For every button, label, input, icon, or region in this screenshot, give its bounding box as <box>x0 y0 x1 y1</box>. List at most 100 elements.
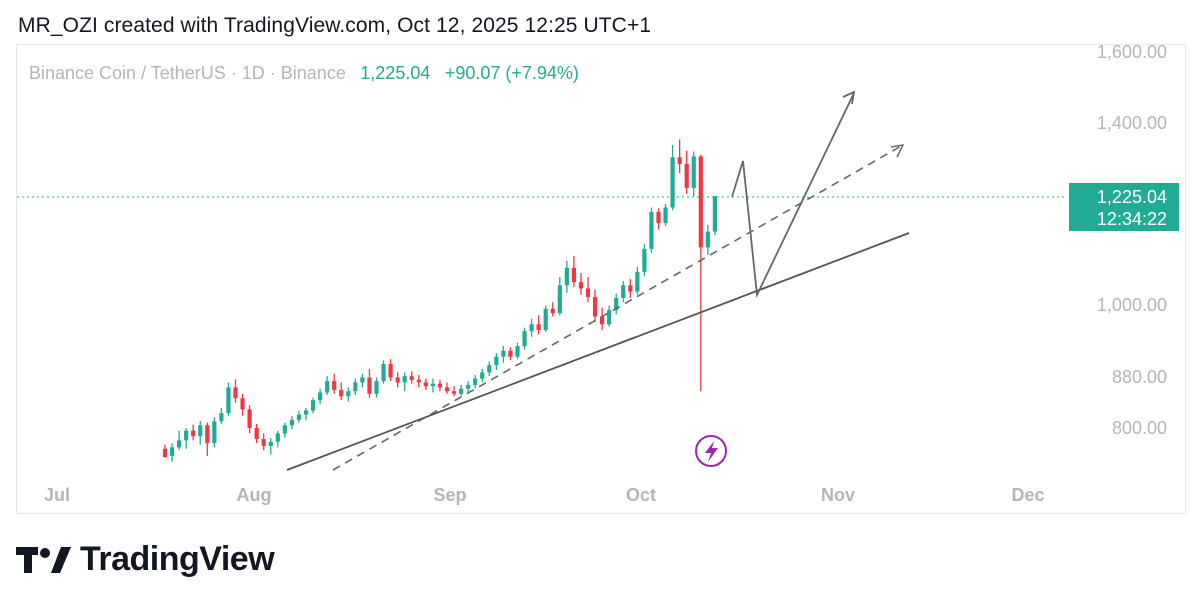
candle-body[interactable] <box>381 363 386 382</box>
candle-body[interactable] <box>564 267 569 286</box>
candle-body[interactable] <box>261 438 266 446</box>
candle-body[interactable] <box>663 207 668 224</box>
candle-body[interactable] <box>367 377 372 394</box>
candle-body[interactable] <box>691 156 696 188</box>
candle-body[interactable] <box>191 430 196 437</box>
candle-body[interactable] <box>656 212 661 224</box>
candle-body[interactable] <box>402 376 407 383</box>
candle-body[interactable] <box>409 376 414 380</box>
price-chart[interactable]: 1,600.00 1,400.00 1,000.00 880.00 800.00… <box>17 45 1187 515</box>
candle-body[interactable] <box>268 441 273 446</box>
candle-body[interactable] <box>487 365 492 373</box>
candle-body[interactable] <box>233 387 238 399</box>
candle-body[interactable] <box>466 384 471 389</box>
x-tick-label: Jul <box>44 485 70 505</box>
chart-frame[interactable]: 1,600.00 1,400.00 1,000.00 880.00 800.00… <box>16 44 1186 514</box>
support-trendline[interactable] <box>286 232 910 471</box>
candle-body[interactable] <box>614 297 619 310</box>
candle-body[interactable] <box>480 372 485 379</box>
candle-body[interactable] <box>254 428 259 439</box>
projection-path[interactable] <box>731 92 855 299</box>
tradingview-logo: TradingView <box>16 540 275 579</box>
candle-body[interactable] <box>198 425 203 437</box>
candle-body[interactable] <box>705 231 710 248</box>
candle-body[interactable] <box>240 398 245 410</box>
candle-body[interactable] <box>430 383 435 387</box>
candle-body[interactable] <box>585 288 591 297</box>
candle-body[interactable] <box>628 285 633 292</box>
candle-body[interactable] <box>303 410 309 415</box>
candle-body[interactable] <box>670 157 675 208</box>
candle-body[interactable] <box>508 350 513 357</box>
candle-body[interactable] <box>226 387 231 414</box>
candle-body[interactable] <box>684 163 689 188</box>
candle-body[interactable] <box>529 324 534 332</box>
symbol-legend[interactable]: Binance Coin / TetherUS · 1D · Binance 1… <box>29 63 579 83</box>
candle-body[interactable] <box>473 378 478 385</box>
projection-arrowhead <box>842 90 856 105</box>
candle-body[interactable] <box>205 425 210 444</box>
candle-body[interactable] <box>282 425 287 434</box>
candle-body[interactable] <box>459 388 464 394</box>
candle-body[interactable] <box>642 248 647 272</box>
candle-body[interactable] <box>571 267 576 283</box>
chart-attribution: MR_OZI created with TradingView.com, Oct… <box>18 14 652 37</box>
candle-body[interactable] <box>501 350 506 357</box>
candle-body[interactable] <box>698 156 703 248</box>
candle-body[interactable] <box>635 271 640 292</box>
y-tick-label: 1,000.00 <box>1097 295 1167 315</box>
legend-change: +90.07 (+7.94%) <box>445 63 579 83</box>
candle-body[interactable] <box>184 430 189 441</box>
candle-body[interactable] <box>416 379 421 383</box>
candle-body[interactable] <box>437 383 443 388</box>
candle-body[interactable] <box>600 316 605 325</box>
candle-body[interactable] <box>550 308 555 314</box>
candle-body[interactable] <box>212 421 217 444</box>
candle-body[interactable] <box>423 382 428 387</box>
candle-body[interactable] <box>388 363 393 378</box>
candle-body[interactable] <box>395 377 400 383</box>
candle-body[interactable] <box>310 400 316 411</box>
candle-body[interactable] <box>374 381 379 394</box>
candle-body[interactable] <box>360 377 365 383</box>
x-tick-label: Oct <box>626 485 656 505</box>
candle-body[interactable] <box>515 346 520 357</box>
candle-body[interactable] <box>451 391 457 394</box>
candle-body[interactable] <box>296 414 302 420</box>
candle-body[interactable] <box>444 387 450 392</box>
dashed-trendline[interactable] <box>332 144 904 471</box>
symbol-name: Binance Coin / TetherUS · 1D · Binance <box>29 63 346 83</box>
x-tick-label: Aug <box>237 485 272 505</box>
candle-body[interactable] <box>677 157 682 164</box>
candle-body[interactable] <box>353 382 358 392</box>
candle-body[interactable] <box>169 447 175 456</box>
candle-body[interactable] <box>339 389 344 397</box>
candle-body[interactable] <box>543 308 548 330</box>
candle-body[interactable] <box>318 392 323 401</box>
lightning-icon <box>705 441 718 462</box>
last-price-value: 1,225.04 <box>1097 187 1167 207</box>
candle-body[interactable] <box>522 331 527 347</box>
candle-body[interactable] <box>494 356 499 366</box>
candle-body[interactable] <box>621 285 626 298</box>
bar-countdown: 12:34:22 <box>1097 209 1167 229</box>
candle-body[interactable] <box>578 282 584 289</box>
candle-body[interactable] <box>177 440 182 448</box>
candle-body[interactable] <box>275 433 280 442</box>
candle-body[interactable] <box>247 409 252 428</box>
event-marker[interactable] <box>695 435 727 467</box>
candle-body[interactable] <box>536 324 541 330</box>
candle-body[interactable] <box>592 296 598 317</box>
candle-body[interactable] <box>607 309 612 325</box>
x-tick-label: Nov <box>821 485 855 505</box>
candle-body[interactable] <box>289 419 294 426</box>
candle-body[interactable] <box>557 285 562 314</box>
candle-body[interactable] <box>346 391 351 397</box>
candles-layer <box>162 139 717 462</box>
candle-body[interactable] <box>325 381 330 393</box>
candle-body[interactable] <box>332 381 337 390</box>
candle-body[interactable] <box>649 212 654 249</box>
candle-body[interactable] <box>162 448 168 458</box>
candle-body[interactable] <box>712 196 717 232</box>
candle-body[interactable] <box>219 413 224 422</box>
